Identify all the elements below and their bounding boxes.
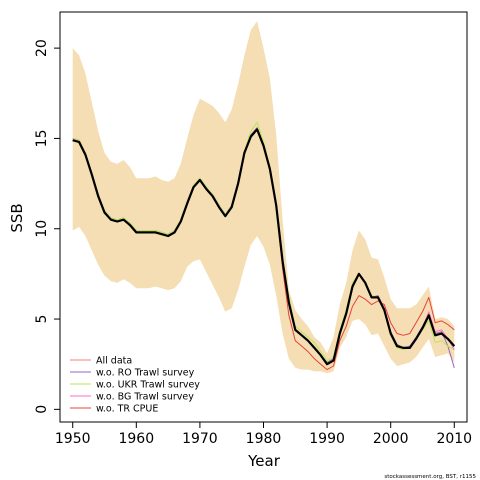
axes: 1950 1960 1970 1980 1990 2000 2010 0 5 10 15 20: [34, 39, 472, 447]
x-axis-title: Year: [247, 452, 281, 470]
y-tick-label: 15: [34, 130, 50, 148]
x-tick-label: 1970: [182, 431, 218, 447]
legend-label: w.o. UKR Trawl survey: [96, 380, 200, 391]
y-tick-label: 10: [34, 220, 50, 238]
legend-label: All data: [96, 356, 132, 367]
y-tick-label: 0: [34, 405, 50, 414]
confidence-band: [72, 21, 455, 374]
credit-text: stockassessment.org, BST, r1155: [384, 474, 476, 480]
legend-label: w.o. TR CPUE: [96, 404, 158, 415]
y-axis-title: SSB: [8, 203, 26, 232]
legend-label: w.o. RO Trawl survey: [96, 368, 195, 379]
x-tick-label: 1980: [246, 431, 282, 447]
plot-area: [72, 21, 456, 374]
x-tick-label: 1950: [55, 431, 91, 447]
series-line-all-data: [72, 128, 456, 366]
x-tick-label: 1960: [118, 431, 154, 447]
y-tick-label: 5: [34, 315, 50, 324]
legend-label: w.o. BG Trawl survey: [96, 392, 194, 403]
x-tick-label: 1990: [309, 431, 345, 447]
x-tick-label: 2010: [436, 431, 472, 447]
y-tick-label: 20: [34, 39, 50, 57]
x-tick-label: 2000: [373, 431, 409, 447]
